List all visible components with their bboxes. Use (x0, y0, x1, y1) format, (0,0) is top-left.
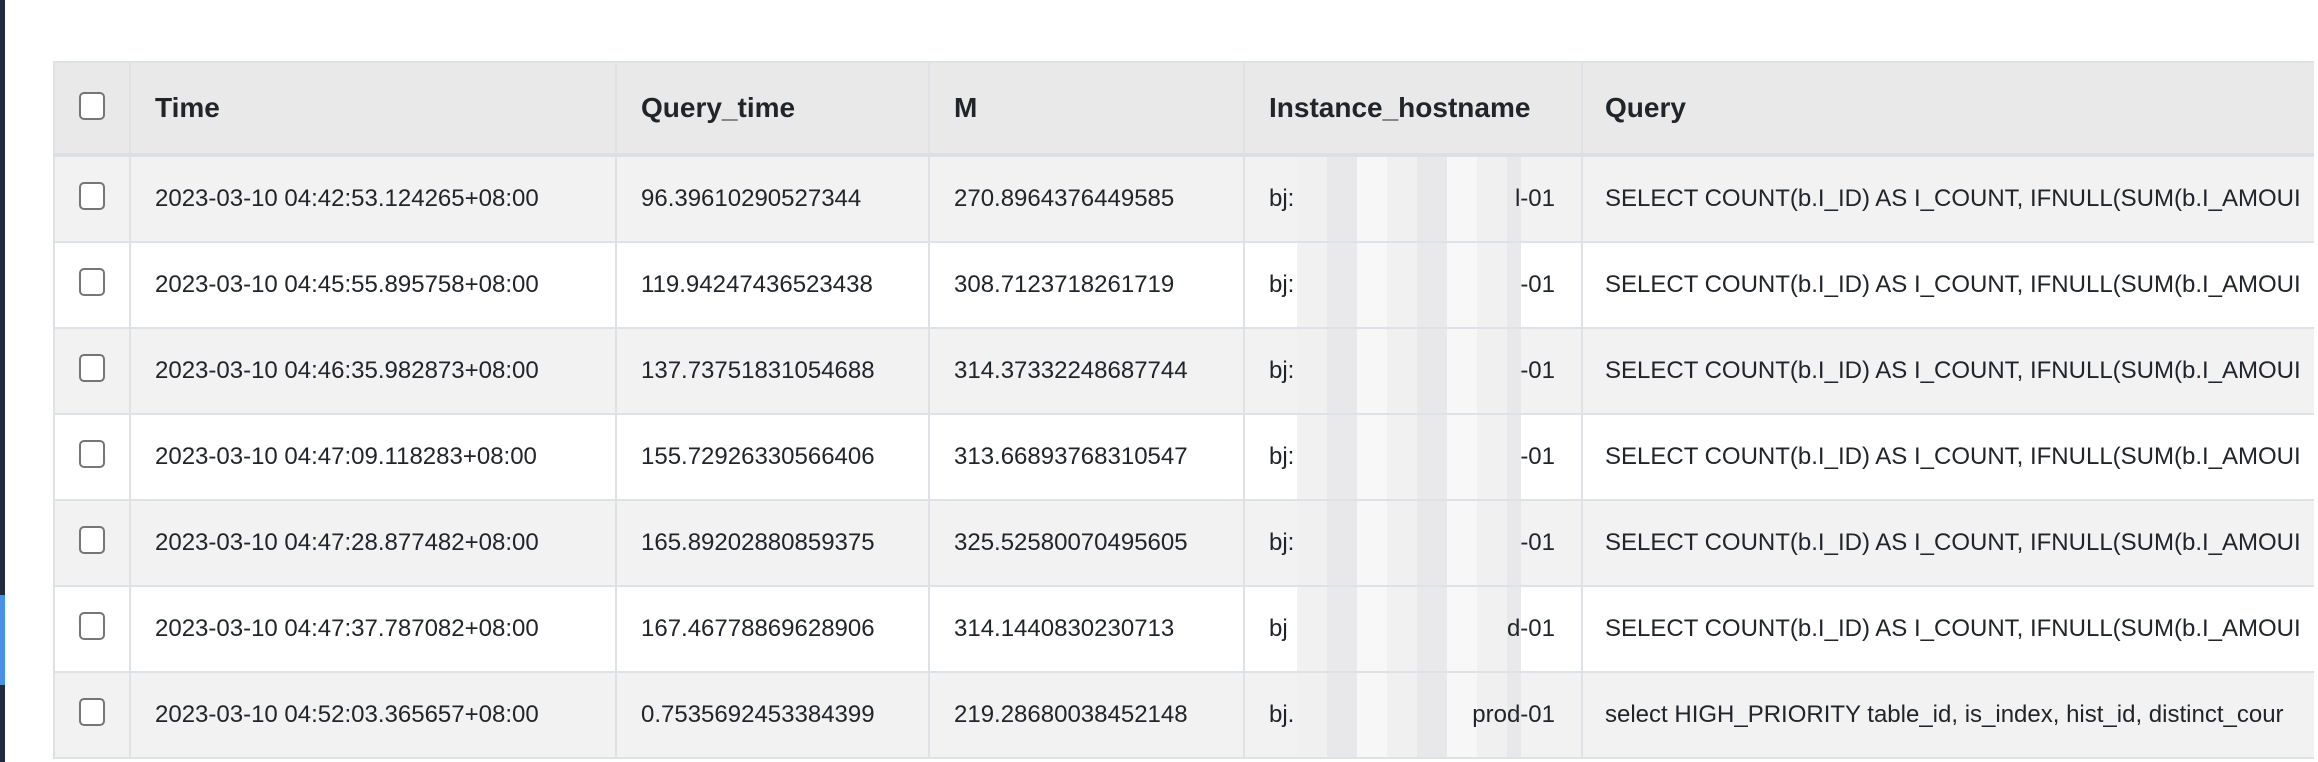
redaction-mask (1297, 587, 1521, 671)
hostname-prefix: bj: (1269, 357, 1295, 384)
cell-instance-hostname: bj d-01 (1243, 585, 1583, 673)
row-select-cell (53, 413, 131, 501)
row-checkbox[interactable] (79, 267, 105, 296)
cell-instance-hostname: bj. prod-01 (1243, 671, 1583, 759)
cell-m: 219.28680038452148 (928, 671, 1245, 759)
cell-query: SELECT COUNT(b.I_ID) AS I_COUNT, IFNULL(… (1581, 413, 2314, 501)
cell-m: 313.66893768310547 (928, 413, 1245, 501)
cell-m: 314.37332248687744 (928, 327, 1245, 415)
slow-query-table: Time Query_time M Instance_hostname Quer… (53, 61, 2314, 759)
cell-time: 2023-03-10 04:52:03.365657+08:00 (129, 671, 617, 759)
cell-time: 2023-03-10 04:47:28.877482+08:00 (129, 499, 617, 587)
hostname-suffix: -01 (1520, 271, 1555, 298)
redaction-mask (1297, 157, 1521, 241)
cell-query-time: 0.7535692453384399 (615, 671, 930, 759)
cell-query: SELECT COUNT(b.I_ID) AS I_COUNT, IFNULL(… (1581, 241, 2314, 329)
row-select-cell (53, 671, 131, 759)
window-edge-accent (0, 595, 5, 685)
hostname-prefix: bj: (1269, 443, 1295, 470)
column-header-time[interactable]: Time (129, 61, 617, 157)
hostname-suffix: prod-01 (1472, 701, 1555, 728)
cell-time: 2023-03-10 04:47:09.118283+08:00 (129, 413, 617, 501)
row-select-cell (53, 499, 131, 587)
table-row[interactable]: 2023-03-10 04:52:03.365657+08:00 0.75356… (53, 671, 2314, 759)
hostname-prefix: bj. (1269, 701, 1295, 728)
column-header-instance-hostname[interactable]: Instance_hostname (1243, 61, 1583, 157)
row-checkbox[interactable] (79, 697, 105, 726)
row-checkbox[interactable] (79, 525, 105, 554)
redaction-mask (1297, 673, 1521, 757)
table-row[interactable]: 2023-03-10 04:47:37.787082+08:00 167.467… (53, 585, 2314, 673)
select-all-cell (53, 61, 131, 157)
column-header-m[interactable]: M (928, 61, 1245, 157)
redaction-mask (1297, 501, 1521, 585)
cell-query: SELECT COUNT(b.I_ID) AS I_COUNT, IFNULL(… (1581, 327, 2314, 415)
cell-query: select HIGH_PRIORITY table_id, is_index,… (1581, 671, 2314, 759)
cell-instance-hostname: bj: -01 (1243, 327, 1583, 415)
table-row[interactable]: 2023-03-10 04:46:35.982873+08:00 137.737… (53, 327, 2314, 415)
cell-time: 2023-03-10 04:42:53.124265+08:00 (129, 154, 617, 243)
cell-query: SELECT COUNT(b.I_ID) AS I_COUNT, IFNULL(… (1581, 154, 2314, 243)
table-row[interactable]: 2023-03-10 04:47:09.118283+08:00 155.729… (53, 413, 2314, 501)
cell-query-time: 96.39610290527344 (615, 154, 930, 243)
cell-instance-hostname: bj: -01 (1243, 413, 1583, 501)
cell-instance-hostname: bj: l-01 (1243, 154, 1583, 243)
hostname-suffix: l-01 (1514, 185, 1555, 212)
hostname-prefix: bj: (1269, 529, 1295, 556)
row-select-cell (53, 585, 131, 673)
row-select-cell (53, 327, 131, 415)
column-header-query-time[interactable]: Query_time (615, 61, 930, 157)
redaction-mask (1297, 415, 1521, 499)
cell-query: SELECT COUNT(b.I_ID) AS I_COUNT, IFNULL(… (1581, 585, 2314, 673)
redaction-mask (1297, 329, 1521, 413)
hostname-suffix: -01 (1520, 529, 1555, 556)
table-header-row: Time Query_time M Instance_hostname Quer… (53, 61, 2314, 157)
cell-query-time: 167.46778869628906 (615, 585, 930, 673)
cell-m: 270.8964376449585 (928, 154, 1245, 243)
cell-m: 325.52580070495605 (928, 499, 1245, 587)
row-checkbox[interactable] (79, 181, 105, 210)
cell-time: 2023-03-10 04:46:35.982873+08:00 (129, 327, 617, 415)
row-select-cell (53, 241, 131, 329)
window-edge (0, 0, 5, 762)
row-checkbox[interactable] (79, 439, 105, 468)
row-checkbox[interactable] (79, 353, 105, 382)
cell-instance-hostname: bj: -01 (1243, 499, 1583, 587)
select-all-checkbox[interactable] (79, 91, 105, 120)
row-select-cell (53, 154, 131, 243)
cell-time: 2023-03-10 04:45:55.895758+08:00 (129, 241, 617, 329)
hostname-prefix: bj: (1269, 185, 1295, 212)
cell-query-time: 165.89202880859375 (615, 499, 930, 587)
cell-query-time: 155.72926330566406 (615, 413, 930, 501)
cell-query-time: 119.94247436523438 (615, 241, 930, 329)
redaction-mask (1297, 243, 1521, 327)
cell-m: 308.7123718261719 (928, 241, 1245, 329)
cell-m: 314.1440830230713 (928, 585, 1245, 673)
row-checkbox[interactable] (79, 611, 105, 640)
table-row[interactable]: 2023-03-10 04:47:28.877482+08:00 165.892… (53, 499, 2314, 587)
hostname-suffix: -01 (1520, 357, 1555, 384)
cell-query-time: 137.73751831054688 (615, 327, 930, 415)
table-row[interactable]: 2023-03-10 04:42:53.124265+08:00 96.3961… (53, 154, 2314, 243)
cell-instance-hostname: bj: -01 (1243, 241, 1583, 329)
hostname-prefix: bj: (1269, 271, 1295, 298)
hostname-suffix: d-01 (1506, 615, 1555, 642)
table-row[interactable]: 2023-03-10 04:45:55.895758+08:00 119.942… (53, 241, 2314, 329)
column-header-query[interactable]: Query (1581, 61, 2314, 157)
cell-time: 2023-03-10 04:47:37.787082+08:00 (129, 585, 617, 673)
cell-query: SELECT COUNT(b.I_ID) AS I_COUNT, IFNULL(… (1581, 499, 2314, 587)
hostname-suffix: -01 (1520, 443, 1555, 470)
hostname-prefix: bj (1269, 615, 1288, 642)
